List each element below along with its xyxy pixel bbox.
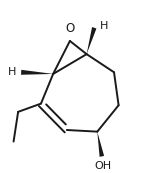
Text: O: O (65, 22, 75, 35)
Text: H: H (8, 67, 17, 77)
Polygon shape (97, 132, 104, 157)
Polygon shape (21, 70, 53, 75)
Text: H: H (100, 21, 109, 31)
Polygon shape (87, 27, 96, 54)
Text: OH: OH (95, 161, 112, 171)
